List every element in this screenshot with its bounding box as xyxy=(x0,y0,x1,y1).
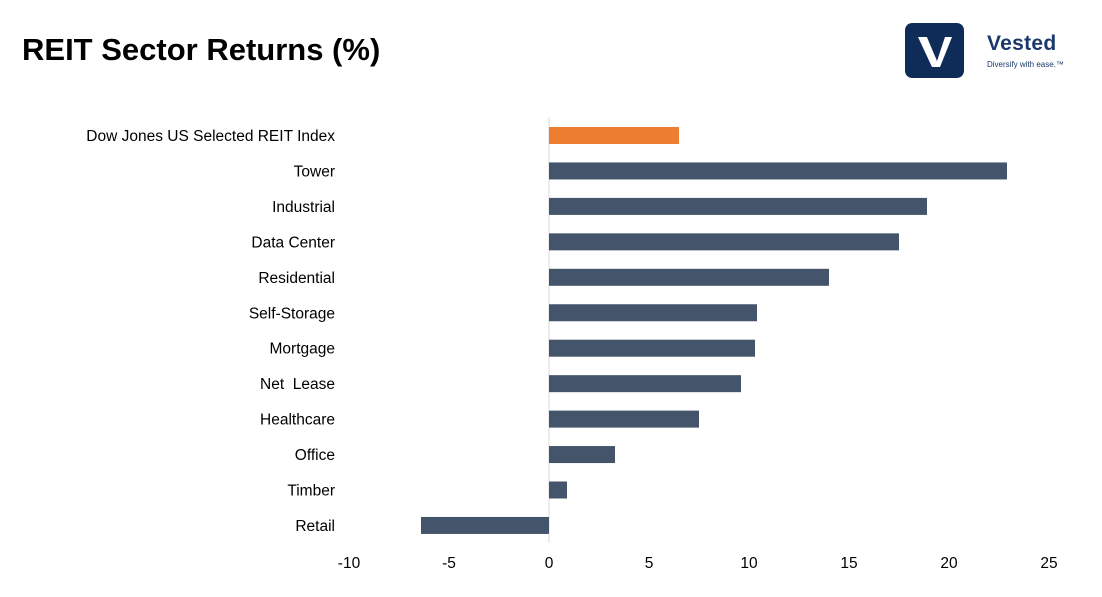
x-tick-label: 5 xyxy=(645,555,654,572)
sector-bar xyxy=(549,375,741,393)
x-tick-label: 0 xyxy=(545,555,554,572)
logo-v-right xyxy=(932,37,952,67)
category-label: Self-Storage xyxy=(249,305,335,322)
logo-v-left xyxy=(918,37,937,67)
sector-bar xyxy=(549,481,567,499)
sector-bar xyxy=(549,162,1007,180)
chart-title: REIT Sector Returns (%) xyxy=(22,32,381,67)
category-label: Mortgage xyxy=(270,341,335,358)
logo-v-inner xyxy=(927,37,938,56)
x-tick-label: 20 xyxy=(940,555,958,572)
sector-bar xyxy=(549,339,755,357)
vested-v-icon xyxy=(905,23,964,78)
index-bar xyxy=(549,127,679,144)
x-tick-label: -10 xyxy=(338,555,361,572)
x-tick-label: -5 xyxy=(442,555,456,572)
x-tick-label: 15 xyxy=(840,555,857,572)
category-label: Industrial xyxy=(272,199,335,216)
category-label: Healthcare xyxy=(260,412,335,429)
sector-bar xyxy=(549,304,757,322)
sector-bar xyxy=(549,197,927,215)
sector-bar xyxy=(549,446,615,464)
category-label: Residential xyxy=(258,270,335,287)
x-tick-label: 25 xyxy=(1040,555,1057,572)
sector-bar xyxy=(549,410,699,428)
category-label: Data Center xyxy=(251,234,335,251)
sector-bar xyxy=(549,268,829,286)
category-label: Dow Jones US Selected REIT Index xyxy=(86,128,335,145)
sector-bar xyxy=(421,516,549,534)
category-label: Timber xyxy=(287,483,335,500)
sector-bar xyxy=(549,233,899,251)
x-tick-label: 10 xyxy=(740,555,758,572)
vested-logo: Vested Diversify with ease.™ xyxy=(905,23,1085,79)
category-label: Net Lease xyxy=(260,376,335,393)
category-label: Tower xyxy=(294,163,335,180)
category-label: Office xyxy=(295,447,335,464)
logo-tagline: Diversify with ease.™ xyxy=(987,60,1064,69)
logo-wordmark: Vested xyxy=(987,32,1057,55)
category-label: Retail xyxy=(295,518,335,535)
